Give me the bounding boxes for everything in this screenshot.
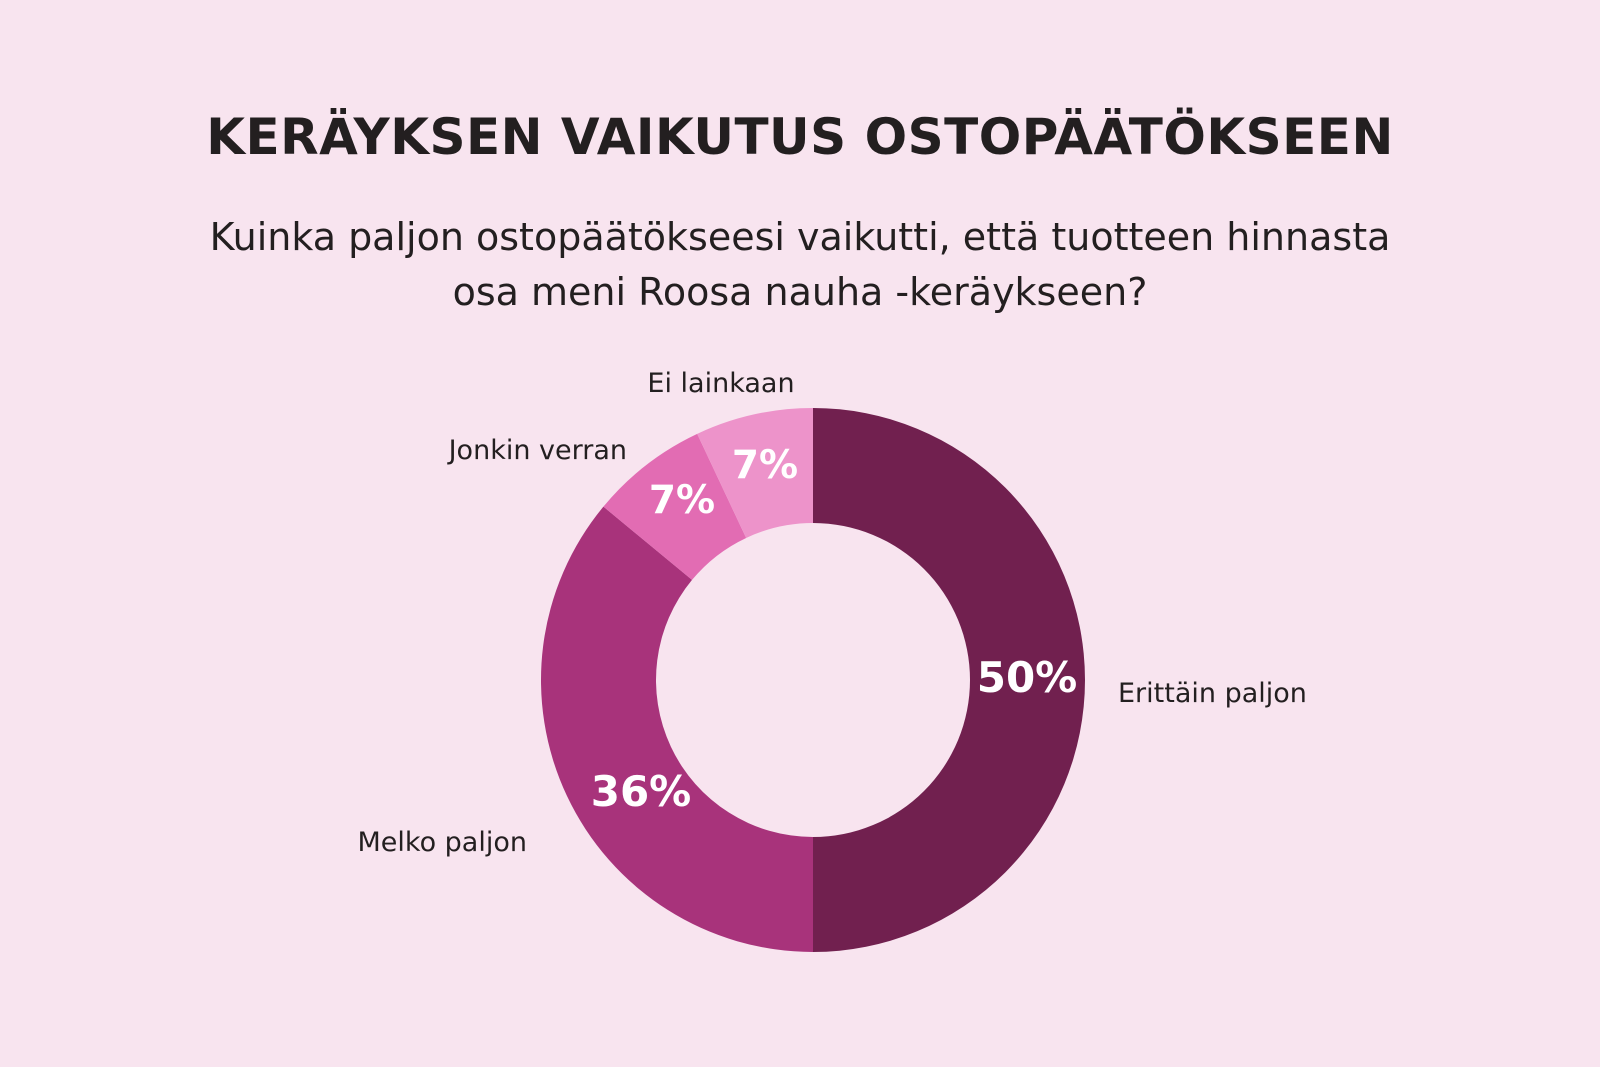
chart-question: Kuinka paljon ostopäätökseesi vaikutti, … [150, 210, 1450, 320]
question-line-2: osa meni Roosa nauha -keräykseen? [452, 270, 1148, 314]
category-label-ei-lainkaan: Ei lainkaan [647, 368, 794, 399]
slice-jonkin-verran [603, 433, 747, 580]
slice-ei-lainkaan [697, 408, 813, 538]
question-line-1: Kuinka paljon ostopäätökseesi vaikutti, … [209, 215, 1391, 259]
category-label-melko-paljon: Melko paljon [357, 827, 527, 858]
chart-title: KERÄYKSEN VAIKUTUS OSTOPÄÄTÖKSEEN [206, 108, 1394, 166]
slice-erittain-paljon [813, 408, 1085, 952]
value-label-ei-lainkaan: 7% [732, 443, 798, 488]
value-label-jonkin-verran: 7% [649, 478, 715, 523]
value-label-melko-paljon: 36% [591, 767, 692, 816]
category-label-erittain-paljon: Erittäin paljon [1118, 678, 1307, 709]
category-label-jonkin-verran: Jonkin verran [447, 435, 627, 466]
slice-melko-paljon [541, 506, 813, 952]
value-label-erittain-paljon: 50% [977, 653, 1078, 702]
